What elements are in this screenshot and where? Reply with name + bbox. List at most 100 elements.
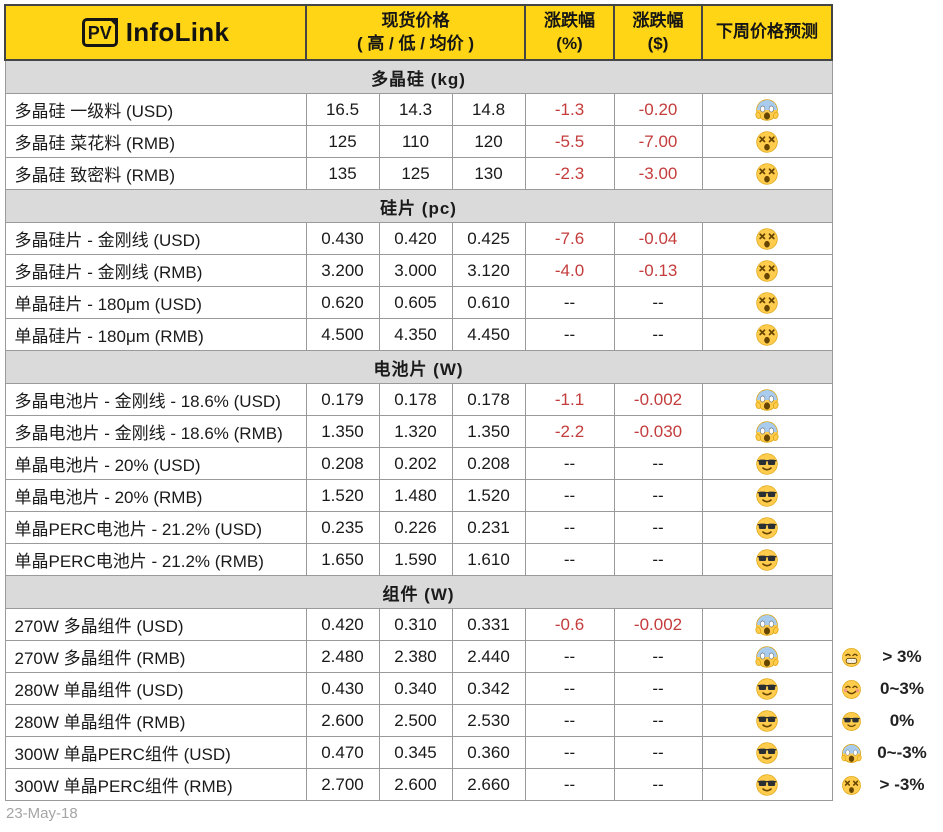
header-row: PV InfoLink 现货价格 ( 高 / 低 / 均价 ) 涨跌幅 (%) … — [4, 4, 834, 61]
change-usd-line2: ($) — [647, 33, 669, 53]
change-usd: -3.00 — [613, 157, 703, 190]
forecast-cell — [701, 447, 833, 480]
legend-label: 0~3% — [880, 679, 924, 698]
price-avg: 0.178 — [451, 383, 526, 416]
change-usd: -- — [613, 736, 703, 769]
price-avg: 0.342 — [451, 672, 526, 705]
price-low: 1.590 — [378, 543, 453, 576]
change-usd: -- — [613, 768, 703, 801]
price-avg: 1.610 — [451, 543, 526, 576]
change-pct: -- — [524, 318, 615, 351]
table-row: 270W 多晶组件 (RMB) 2.480 2.380 2.440 -- -- — [4, 640, 833, 673]
price-avg: 0.360 — [451, 736, 526, 769]
price-high: 0.470 — [305, 736, 380, 769]
smile-emoji-icon — [842, 679, 861, 699]
price-avg: 130 — [451, 157, 526, 190]
price-high: 2.600 — [305, 704, 380, 737]
price-low: 4.350 — [378, 318, 453, 351]
forecast-cell — [701, 383, 833, 416]
price-high: 125 — [305, 125, 380, 158]
product-label: 单晶硅片 - 180μm (USD) — [4, 286, 307, 319]
table-row: 270W 多晶组件 (USD) 0.420 0.310 0.331 -0.6 -0.002 — [4, 608, 833, 641]
change-pct: -- — [524, 672, 615, 705]
col-header-change-pct: 涨跌幅 (%) — [524, 4, 616, 61]
price-avg: 2.660 — [451, 768, 526, 801]
price-low: 0.202 — [378, 447, 453, 480]
price-avg: 3.120 — [451, 254, 526, 287]
table-row: 单晶电池片 - 20% (RMB) 1.520 1.480 1.520 -- -- — [4, 479, 833, 512]
section-title: 多晶硅 (kg) — [4, 59, 833, 94]
table-row: 单晶硅片 - 180μm (USD) 0.620 0.605 0.610 -- -- — [4, 286, 833, 319]
dizzy-emoji-icon — [756, 259, 778, 282]
sunglasses-emoji-icon — [756, 709, 778, 732]
price-high: 3.200 — [305, 254, 380, 287]
legend-item: > -3% — [841, 769, 942, 801]
change-pct: -1.1 — [524, 383, 615, 416]
price-avg: 0.231 — [451, 511, 526, 544]
price-high: 0.430 — [305, 672, 380, 705]
table-row: 单晶PERC电池片 - 21.2% (USD) 0.235 0.226 0.231 --… — [4, 511, 833, 544]
price-low: 1.320 — [378, 415, 453, 448]
product-label: 多晶硅 一级料 (USD) — [4, 93, 307, 126]
product-label: 多晶硅 菜花料 (RMB) — [4, 125, 307, 158]
section-title: 组件 (W) — [4, 575, 833, 609]
table-row: 多晶硅片 - 金刚线 (RMB) 3.200 3.000 3.120 -4.0 -0.13 — [4, 254, 833, 287]
price-avg: 0.425 — [451, 222, 526, 255]
section-row: 多晶硅 (kg) — [4, 59, 833, 94]
product-label: 300W 单晶PERC组件 (RMB) — [4, 768, 307, 801]
price-avg: 14.8 — [451, 93, 526, 126]
price-low: 0.345 — [378, 736, 453, 769]
change-pct: -- — [524, 543, 615, 576]
forecast-cell — [701, 672, 833, 705]
price-high: 0.208 — [305, 447, 380, 480]
forecast-cell — [701, 157, 833, 190]
price-low: 0.420 — [378, 222, 453, 255]
price-low: 125 — [378, 157, 453, 190]
price-avg: 4.450 — [451, 318, 526, 351]
forecast-cell — [701, 640, 833, 673]
section-row: 电池片 (W) — [4, 350, 833, 384]
change-pct: -- — [524, 511, 615, 544]
price-high: 135 — [305, 157, 380, 190]
product-label: 单晶电池片 - 20% (USD) — [4, 447, 307, 480]
sunglasses-emoji-icon — [756, 741, 778, 764]
price-low: 110 — [378, 125, 453, 158]
price-low: 2.600 — [378, 768, 453, 801]
change-usd: -0.13 — [613, 254, 703, 287]
table-row: 单晶电池片 - 20% (USD) 0.208 0.202 0.208 -- -- — [4, 447, 833, 480]
price-low: 0.605 — [378, 286, 453, 319]
price-high: 0.179 — [305, 383, 380, 416]
legend-label: > 3% — [882, 647, 922, 666]
change-pct: -- — [524, 286, 615, 319]
col-header-spot-price: 现货价格 ( 高 / 低 / 均价 ) — [304, 4, 527, 61]
grin-emoji-icon — [842, 647, 861, 667]
change-usd-line1: 涨跌幅 — [632, 10, 684, 30]
forecast-cell — [701, 768, 833, 801]
forecast-cell — [701, 125, 833, 158]
change-pct: -- — [524, 447, 615, 480]
sunglasses-emoji-icon — [756, 548, 778, 571]
product-label: 单晶PERC电池片 - 21.2% (USD) — [4, 511, 307, 544]
sunglasses-emoji-icon — [756, 773, 778, 796]
change-pct: -- — [524, 768, 615, 801]
change-pct: -7.6 — [524, 222, 615, 255]
sunglasses-emoji-icon — [842, 711, 861, 731]
price-avg: 1.350 — [451, 415, 526, 448]
product-label: 多晶硅 致密料 (RMB) — [4, 157, 307, 190]
price-avg: 0.208 — [451, 447, 526, 480]
price-high: 2.700 — [305, 768, 380, 801]
dizzy-emoji-icon — [756, 323, 778, 346]
change-usd: -- — [613, 543, 703, 576]
price-avg: 120 — [451, 125, 526, 158]
forecast-cell — [701, 479, 833, 512]
legend-label: 0~-3% — [877, 743, 927, 762]
product-label: 多晶硅片 - 金刚线 (USD) — [4, 222, 307, 255]
spot-price-line2: ( 高 / 低 / 均价 ) — [356, 33, 475, 53]
forecast-cell — [701, 704, 833, 737]
price-low: 2.380 — [378, 640, 453, 673]
scream-emoji-icon — [755, 98, 779, 121]
product-label: 270W 多晶组件 (USD) — [4, 608, 307, 641]
change-pct: -0.6 — [524, 608, 615, 641]
section-title: 电池片 (W) — [4, 350, 833, 384]
table-row: 单晶PERC电池片 - 21.2% (RMB) 1.650 1.590 1.610 --… — [4, 543, 833, 576]
